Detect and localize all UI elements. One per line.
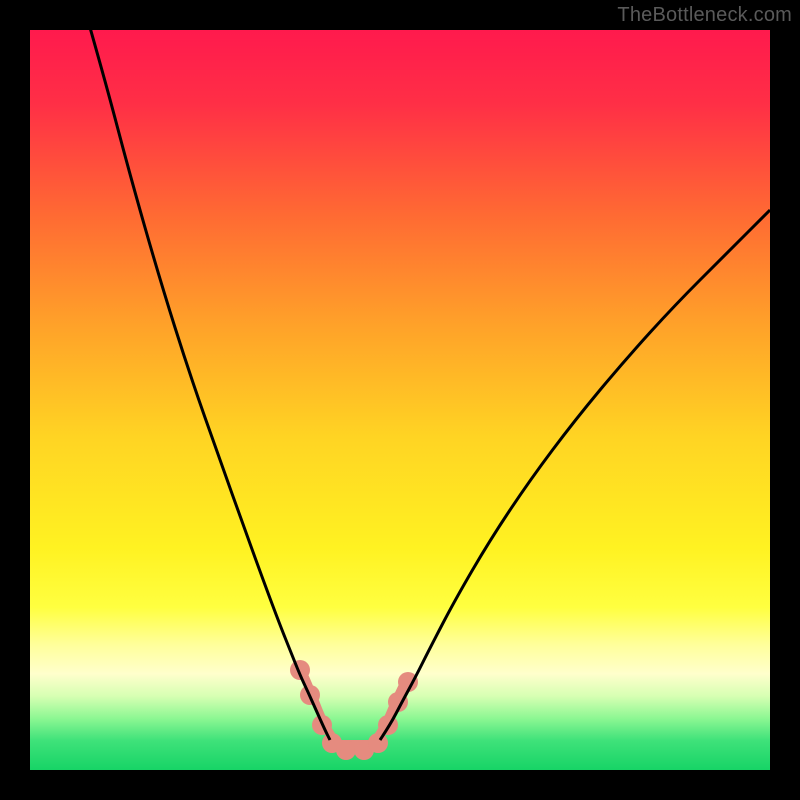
gradient-background [30,30,770,770]
marker-dot [336,740,356,760]
watermark-text: TheBottleneck.com [617,4,792,27]
plot-area [30,30,770,770]
marker-dot [368,733,388,753]
plot-svg [30,30,770,770]
chart-canvas: TheBottleneck.com [0,0,800,800]
